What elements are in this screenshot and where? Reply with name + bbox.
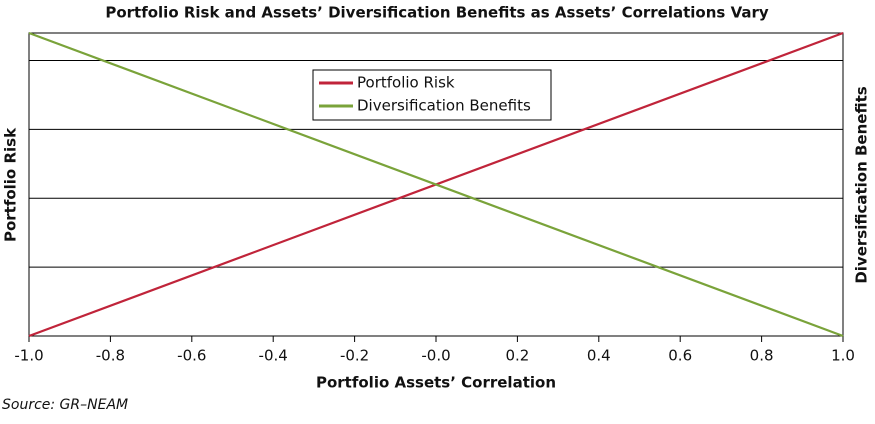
- source-note: Source: GR–NEAM: [2, 397, 128, 413]
- plot-frame: [28, 32, 844, 337]
- legend-label: Portfolio Risk: [357, 74, 455, 92]
- legend-label: Diversification Benefits: [357, 97, 531, 115]
- x-tick-label: 1.0: [831, 347, 855, 365]
- x-tick-label: -0.6: [177, 347, 206, 365]
- x-tick-label: -0.0: [421, 347, 450, 365]
- y2-axis-label: Diversification Benefits: [853, 86, 871, 283]
- x-tick-label: -0.8: [96, 347, 125, 365]
- data-line: [28, 31, 844, 338]
- x-tick-label: -1.0: [14, 347, 43, 365]
- x-tick-label: -0.4: [259, 347, 288, 365]
- x-tick-label: 0.8: [750, 347, 774, 365]
- x-axis-label: Portfolio Assets’ Correlation: [316, 374, 556, 392]
- x-tick-label: -0.2: [340, 347, 369, 365]
- x-tick-label: 0.4: [587, 347, 611, 365]
- chart-title: Portfolio Risk and Assets’ Diversificati…: [105, 4, 769, 22]
- x-tick-label: 0.2: [505, 347, 529, 365]
- x-tick-label: 0.6: [668, 347, 692, 365]
- y-axis-label: Portfolio Risk: [2, 127, 20, 242]
- legend-box: [312, 69, 552, 121]
